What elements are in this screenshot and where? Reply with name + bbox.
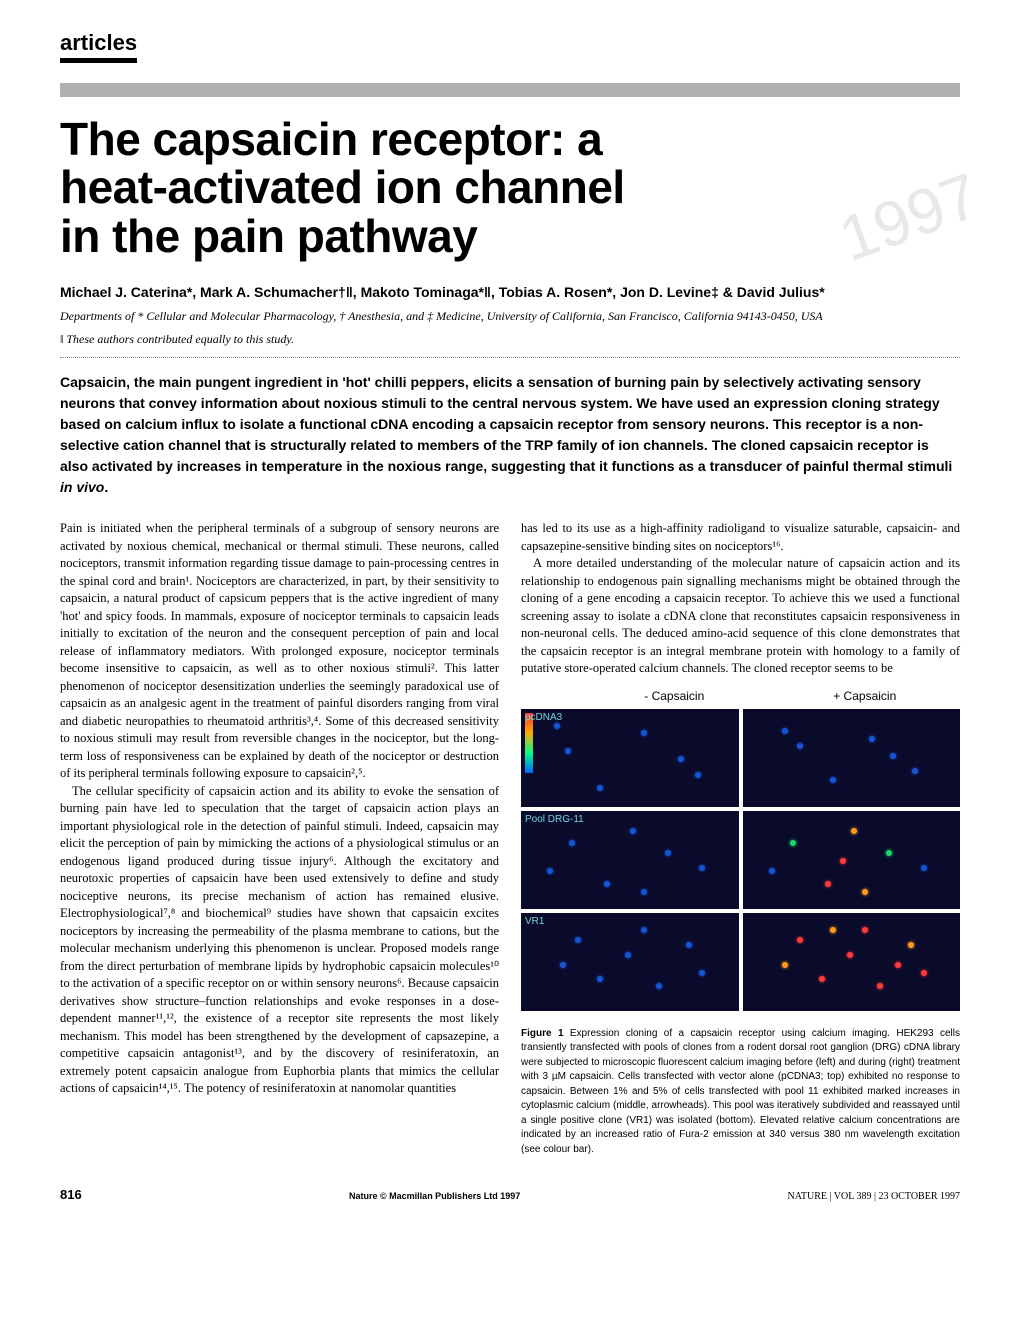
article-title: The capsaicin receptor: a heat-activated… — [60, 115, 960, 260]
cell-dot — [890, 753, 896, 759]
cell-dot — [641, 927, 647, 933]
footer-citation: NATURE | VOL 389 | 23 OCTOBER 1997 — [788, 1191, 960, 1202]
cell-dot — [847, 952, 853, 958]
cell-dot — [782, 728, 788, 734]
cell-dot — [547, 868, 553, 874]
affiliation-line-2: ‖ These authors contributed equally to t… — [60, 331, 960, 348]
figure-caption-text: Expression cloning of a capsaicin recept… — [521, 1028, 960, 1155]
cell-dot — [695, 772, 701, 778]
cell-dot — [641, 889, 647, 895]
cell-dot — [921, 865, 927, 871]
cell-dot — [862, 927, 868, 933]
figure-caption-label: Figure 1 — [521, 1028, 564, 1039]
cell-dot — [569, 840, 575, 846]
cell-dot — [575, 937, 581, 943]
page-number: 816 — [60, 1187, 82, 1202]
figure-1: - Capsaicin + Capsaicin pcDNA3 Pool DRG-1… — [521, 688, 960, 1157]
figure-panel: VR1 — [521, 913, 739, 1011]
cell-dot — [665, 850, 671, 856]
cell-dot — [699, 865, 705, 871]
cell-dot — [862, 889, 868, 895]
cell-dot — [869, 736, 875, 742]
cell-dot — [797, 743, 803, 749]
body-columns: Pain is initiated when the peripheral te… — [60, 520, 960, 1157]
figure-header-right: + Capsaicin — [770, 688, 961, 705]
figure-row-label: VR1 — [525, 915, 544, 929]
cell-dot — [840, 858, 846, 864]
page-footer: 816 Nature © Macmillan Publishers Ltd 19… — [60, 1187, 960, 1202]
figure-panel — [743, 913, 961, 1011]
cell-dot — [699, 970, 705, 976]
title-line-2: heat-activated ion channel — [60, 161, 625, 213]
cell-dot — [825, 881, 831, 887]
abstract: Capsaicin, the main pungent ingredient i… — [60, 372, 960, 498]
header-grey-bar — [60, 83, 960, 97]
figure-panel — [743, 811, 961, 909]
cell-dot — [908, 942, 914, 948]
body-paragraph: The cellular specificity of capsaicin ac… — [60, 783, 499, 1098]
cell-dot — [604, 881, 610, 887]
cell-dot — [769, 868, 775, 874]
cell-dot — [597, 785, 603, 791]
cell-dot — [819, 976, 825, 982]
abstract-text-1: Capsaicin, the main pungent ingredient i… — [60, 374, 952, 474]
cell-dot — [877, 983, 883, 989]
author-list: Michael J. Caterina*, Mark A. Schumacher… — [60, 284, 960, 300]
cell-dot — [625, 952, 631, 958]
cell-dot — [830, 777, 836, 783]
dotted-separator — [60, 357, 960, 358]
figure-caption: Figure 1 Expression cloning of a capsaic… — [521, 1027, 960, 1158]
footer-copyright: Nature © Macmillan Publishers Ltd 1997 — [349, 1191, 520, 1201]
cell-dot — [630, 828, 636, 834]
title-line-3: in the pain pathway — [60, 210, 477, 262]
body-paragraph: A more detailed understanding of the mol… — [521, 555, 960, 678]
figure-row: Pool DRG-11 — [521, 811, 960, 909]
affiliation-line-1: Departments of * Cellular and Molecular … — [60, 308, 960, 325]
cell-dot — [686, 942, 692, 948]
title-line-1: The capsaicin receptor: a — [60, 113, 602, 165]
body-paragraph: has led to its use as a high-affinity ra… — [521, 520, 960, 555]
cell-dot — [597, 976, 603, 982]
figure-panel: pcDNA3 — [521, 709, 739, 807]
cell-dot — [782, 962, 788, 968]
figure-row: VR1 — [521, 913, 960, 1011]
cell-dot — [851, 828, 857, 834]
cell-dot — [560, 962, 566, 968]
body-paragraph: Pain is initiated when the peripheral te… — [60, 520, 499, 783]
cell-dot — [830, 927, 836, 933]
figure-row: pcDNA3 — [521, 709, 960, 807]
abstract-text-2: . — [104, 479, 108, 495]
cell-dot — [554, 723, 560, 729]
cell-dot — [895, 962, 901, 968]
figure-panel: Pool DRG-11 — [521, 811, 739, 909]
cell-dot — [921, 970, 927, 976]
figure-panel — [743, 709, 961, 807]
cell-dot — [886, 850, 892, 856]
cell-dot — [641, 730, 647, 736]
section-label: articles — [60, 30, 137, 63]
cell-dot — [790, 840, 796, 846]
cell-dot — [912, 768, 918, 774]
column-right: has led to its use as a high-affinity ra… — [521, 520, 960, 1157]
figure-column-headers: - Capsaicin + Capsaicin — [521, 688, 960, 705]
column-left: Pain is initiated when the peripheral te… — [60, 520, 499, 1157]
figure-row-label: Pool DRG-11 — [525, 813, 584, 827]
cell-dot — [565, 748, 571, 754]
cell-dot — [797, 937, 803, 943]
cell-dot — [656, 983, 662, 989]
cell-dot — [678, 756, 684, 762]
abstract-italic: in vivo — [60, 479, 104, 495]
figure-header-left: - Capsaicin — [579, 688, 770, 705]
figure-panel-grid: pcDNA3 Pool DRG-11 VR1 — [521, 709, 960, 1011]
